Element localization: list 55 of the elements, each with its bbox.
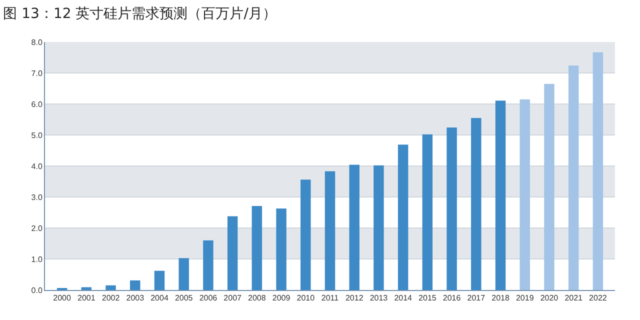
y-tick-label: 0.0: [31, 286, 43, 295]
y-tick-label: 3.0: [31, 192, 43, 202]
bar: [446, 128, 457, 290]
x-tick-label: 2018: [492, 294, 510, 303]
x-tick-label: 2013: [370, 294, 388, 303]
chart-title: 图 13：12 英寸硅片需求预测（百万片/月）: [3, 6, 276, 22]
bar: [324, 171, 336, 290]
x-tick-label: 2000: [53, 294, 72, 303]
x-tick-label: 2020: [540, 294, 559, 303]
y-tick-label: 2.0: [31, 224, 43, 233]
bar: [374, 165, 384, 290]
bar: [495, 100, 506, 290]
x-tick-label: 2019: [516, 294, 534, 303]
x-tick-label: 2012: [345, 294, 364, 303]
bar: [106, 285, 116, 290]
x-tick-label: 2016: [442, 294, 462, 303]
y-tick-label: 5.0: [31, 130, 43, 140]
x-tick-label: 2004: [150, 294, 169, 303]
x-tick-label: 2003: [126, 294, 145, 303]
bar: [544, 84, 554, 290]
bar: [227, 216, 238, 290]
bar: [568, 66, 579, 290]
y-tick-label: 8.0: [31, 38, 43, 47]
y-tick-label: 4.0: [31, 162, 43, 171]
bar: [130, 280, 140, 290]
x-tick-label: 2021: [564, 294, 584, 303]
bar: [203, 240, 214, 290]
bar: [252, 206, 262, 290]
bar: [592, 52, 604, 290]
x-tick-label: 2006: [199, 294, 218, 303]
x-tick-label: 2009: [272, 294, 291, 303]
x-tick-label: 2010: [296, 294, 316, 303]
x-tick-label: 2007: [224, 294, 242, 303]
bar: [520, 99, 530, 290]
bar: [349, 164, 360, 290]
x-tick-label: 2008: [248, 294, 266, 303]
y-tick-label: 7.0: [31, 68, 43, 78]
x-tick-label: 2014: [394, 294, 413, 303]
bar: [471, 118, 482, 290]
x-tick-label: 2001: [78, 294, 96, 303]
bar: [178, 258, 189, 290]
y-tick-label: 6.0: [31, 100, 43, 109]
bar: [422, 134, 433, 290]
x-tick-label: 2005: [174, 294, 194, 303]
bar: [81, 287, 92, 290]
x-tick-label: 2011: [321, 294, 340, 303]
bar: [276, 208, 286, 290]
x-tick-label: 2022: [589, 294, 608, 303]
x-tick-label: 2017: [467, 294, 486, 303]
x-tick-label: 2002: [102, 294, 120, 303]
bar: [300, 180, 311, 290]
x-tick-label: 2015: [418, 294, 437, 303]
bar: [398, 144, 408, 290]
bar: [154, 270, 165, 290]
y-tick-label: 1.0: [31, 254, 43, 264]
